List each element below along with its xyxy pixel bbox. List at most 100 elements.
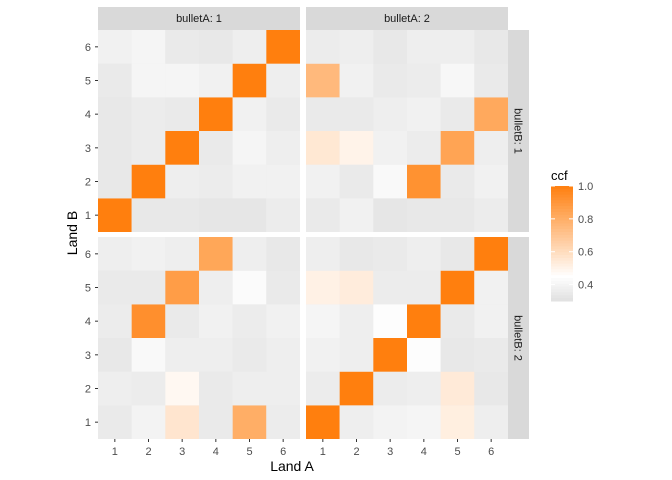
heatmap-tile	[373, 97, 407, 131]
heatmap-tile	[266, 371, 300, 406]
heatmap-tile	[339, 164, 374, 199]
heatmap-tile	[306, 270, 340, 305]
heatmap-tile	[199, 164, 233, 199]
legend-colorbar-segment	[551, 278, 573, 282]
heatmap-tile	[440, 97, 475, 131]
heatmap-tile	[199, 97, 233, 131]
y-tick-label: 3	[85, 143, 91, 155]
heatmap-tile	[131, 63, 166, 98]
heatmap-tile	[407, 30, 441, 64]
heatmap-tile	[165, 164, 199, 199]
x-tick-label: 2	[353, 446, 359, 458]
heatmap-tile	[440, 270, 475, 305]
column-strip	[98, 7, 300, 30]
heatmap-tile	[339, 30, 374, 64]
heatmap-tile	[373, 237, 407, 271]
heatmap-tile	[306, 30, 340, 64]
heatmap-tile	[232, 63, 267, 98]
heatmap-tile	[373, 30, 407, 64]
heatmap-tile	[232, 405, 267, 439]
heatmap-tile	[131, 97, 166, 131]
heatmap-tile	[339, 270, 374, 305]
heatmap-tile	[474, 30, 508, 64]
heatmap-tile	[232, 270, 267, 305]
heatmap-tile	[373, 198, 407, 232]
legend-colorbar-segment	[551, 255, 573, 259]
legend-colorbar-segment	[551, 214, 573, 219]
heatmap-tile	[474, 338, 508, 372]
heatmap-tile	[306, 164, 340, 199]
heatmap-tile	[407, 97, 441, 131]
legend-colorbar-segment	[551, 203, 573, 207]
legend-colorbar-segment	[551, 260, 573, 265]
heatmap-tile	[373, 164, 407, 199]
heatmap-tile	[165, 131, 199, 165]
y-tick-label: 5	[85, 76, 91, 88]
heatmap-panel	[306, 237, 508, 439]
legend-colorbar-segment	[551, 283, 573, 288]
heatmap-tile	[98, 237, 132, 271]
heatmap-tile	[266, 304, 300, 338]
legend-colorbar-segment	[551, 226, 573, 230]
heatmap-tile	[131, 371, 166, 406]
heatmap-tile	[407, 237, 441, 271]
heatmap-tile	[199, 304, 233, 338]
heatmap-tile	[165, 237, 199, 271]
x-tick-label: 4	[213, 446, 219, 458]
y-tick-label: 1	[85, 210, 91, 222]
heatmap-tile	[165, 97, 199, 131]
heatmap-tile	[407, 371, 441, 406]
y-tick-label: 5	[85, 283, 91, 295]
heatmap-tile	[131, 304, 166, 338]
heatmap-tile	[199, 338, 233, 372]
heatmap-tile	[474, 97, 508, 131]
row-strip-label: bulletB: 1	[512, 108, 524, 154]
heatmap-tile	[373, 405, 407, 439]
legend-colorbar-segment	[551, 191, 573, 196]
heatmap-tile	[474, 405, 508, 439]
heatmap-tile	[373, 338, 407, 372]
column-strip-label: bulletA: 2	[384, 13, 430, 25]
heatmap-tile	[474, 270, 508, 305]
heatmap-tile	[266, 97, 300, 131]
heatmap-tile	[199, 371, 233, 406]
heatmap-tile	[131, 30, 166, 64]
heatmap-tile	[232, 371, 267, 406]
legend-colorbar-segment	[551, 269, 573, 273]
heatmap-tile	[98, 131, 132, 165]
heatmap-tile	[131, 405, 166, 439]
heatmap-tile	[98, 405, 132, 439]
x-tick-label: 1	[112, 446, 118, 458]
heatmap-tile	[407, 405, 441, 439]
heatmap-panel	[98, 237, 300, 439]
heatmap-tile	[199, 405, 233, 439]
heatmap-tile	[474, 164, 508, 199]
x-tick-label: 4	[421, 446, 427, 458]
legend-colorbar-segment	[551, 286, 573, 291]
heatmap-tile	[131, 131, 166, 165]
heatmap-tile	[339, 97, 374, 131]
heatmap-tile	[266, 164, 300, 199]
legend-tick-label: 0.6	[578, 247, 593, 259]
heatmap-tile	[306, 97, 340, 131]
heatmap-tile	[306, 405, 340, 439]
heatmap-tile	[407, 304, 441, 338]
heatmap-tile	[232, 30, 267, 64]
heatmap-tile	[266, 338, 300, 372]
heatmap-tile	[266, 270, 300, 305]
heatmap-tile	[98, 97, 132, 131]
y-tick-label: 3	[85, 350, 91, 362]
heatmap-tile	[98, 198, 132, 232]
row-strip	[508, 237, 529, 439]
heatmap-tile	[306, 63, 340, 98]
y-tick-label: 2	[85, 177, 91, 189]
legend-colorbar-segment	[551, 292, 573, 296]
legend-colorbar-segment	[551, 249, 573, 253]
heatmap-tile	[339, 198, 374, 232]
heatmap-tile	[474, 63, 508, 98]
heatmap-tile	[339, 131, 374, 165]
heatmap-tile	[339, 237, 374, 271]
legend-colorbar-segment	[551, 232, 573, 236]
heatmap-tile	[440, 338, 475, 372]
y-tick-label: 1	[85, 417, 91, 429]
